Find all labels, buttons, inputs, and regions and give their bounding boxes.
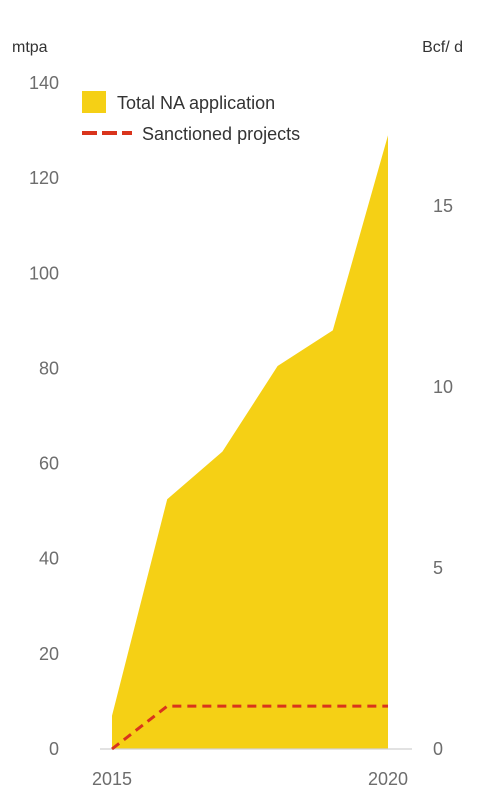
y-right-unit-label: Bcf/ d bbox=[422, 39, 463, 56]
legend-swatch-total-na bbox=[82, 91, 106, 113]
y-left-tick-label: 0 bbox=[49, 739, 59, 759]
legend-label-sanctioned: Sanctioned projects bbox=[142, 124, 300, 144]
x-tick-label: 2015 bbox=[92, 769, 132, 789]
y-right-tick-label: 0 bbox=[433, 739, 443, 759]
y-left-tick-label: 140 bbox=[29, 73, 59, 93]
y-right-tick-label: 5 bbox=[433, 558, 443, 578]
y-left-tick-label: 60 bbox=[39, 454, 59, 474]
y-left-tick-label: 20 bbox=[39, 644, 59, 664]
y-right-tick-label: 10 bbox=[433, 377, 453, 397]
legend-label-total-na: Total NA application bbox=[117, 93, 275, 113]
legend: Total NA application Sanctioned projects bbox=[82, 91, 300, 144]
y-left-tick-label: 80 bbox=[39, 358, 59, 378]
series-area-total-na bbox=[112, 135, 388, 750]
plot-area: 0 20 40 60 80 100 120 140 0 5 10 15 2015 2020 bbox=[29, 73, 453, 789]
y-left-tick-label: 120 bbox=[29, 168, 59, 188]
y-right-tick-label: 15 bbox=[433, 196, 453, 216]
x-tick-label: 2020 bbox=[368, 769, 408, 789]
y-left-unit-label: mtpa bbox=[12, 39, 48, 56]
series-line-sanctioned bbox=[111, 704, 388, 751]
y-left-tick-label: 100 bbox=[29, 263, 59, 283]
y-left-tick-label: 40 bbox=[39, 549, 59, 569]
